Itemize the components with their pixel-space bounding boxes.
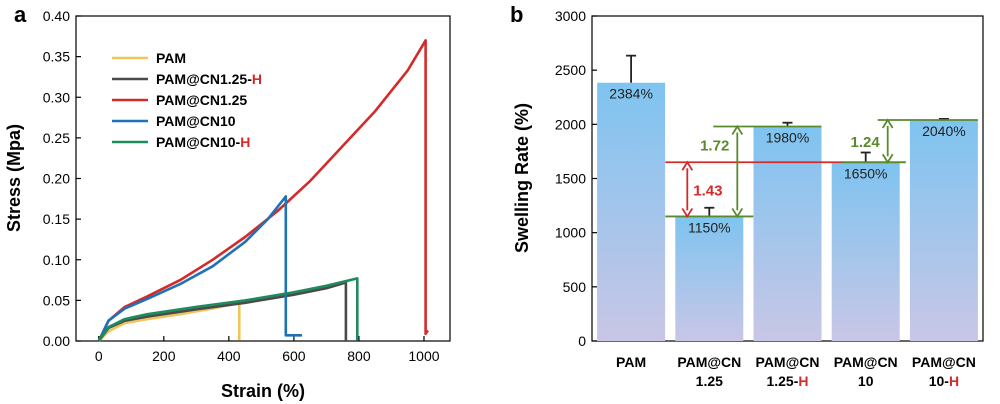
panel-a-x-axis-title: Strain (%) — [221, 381, 305, 401]
panel-b-y-tick-label: 0 — [578, 333, 586, 349]
panel-a-x-tick-label: 1000 — [408, 348, 439, 364]
bar-4 — [910, 120, 978, 341]
bar-value-label-1: 1150% — [688, 219, 731, 235]
category-label-3: PAM@CN — [834, 354, 898, 370]
diff-label-2: 1.24 — [850, 134, 880, 151]
panel-b-y-tick-label: 500 — [563, 279, 587, 295]
panel-a-y-tick-label: 0.10 — [43, 252, 70, 268]
legend-entry-3: PAM@CN10 — [156, 113, 236, 129]
panel-a-x-tick-label: 0 — [95, 348, 103, 364]
legend-entry-2: PAM@CN1.25 — [156, 92, 247, 108]
bar-value-label-4: 2040% — [922, 123, 966, 139]
panel-a-y-tick-label: 0.00 — [43, 333, 70, 349]
bar-2 — [754, 127, 822, 342]
panel-b-label: b — [510, 2, 523, 27]
panel-b-y-tick-label: 1000 — [555, 225, 586, 241]
panel-b-y-tick-label: 3000 — [555, 8, 586, 24]
panel-a-series-line-2 — [99, 40, 428, 341]
category-label-4: PAM@CN — [912, 354, 976, 370]
bar-0 — [597, 83, 665, 341]
panel-a-x-tick-label: 600 — [282, 348, 306, 364]
panel-a-y-tick-label: 0.05 — [43, 292, 70, 308]
panel-a-label: a — [14, 2, 27, 27]
panel-a-series-line-4 — [99, 278, 358, 341]
panel-a-y-tick-label: 0.15 — [43, 211, 70, 227]
category-sublabel-4: 10-H — [929, 373, 959, 389]
panel-b-y-tick-label: 2000 — [555, 116, 586, 132]
panel-a-x-tick-label: 200 — [152, 348, 176, 364]
category-sublabel-3: 10 — [858, 373, 874, 389]
bar-value-label-3: 1650% — [844, 165, 888, 181]
panel-a-stress-strain-chart: a 0.00 0.05 0.10 0.15 0.20 0.25 0.30 0.35 0.40 0… — [4, 2, 450, 401]
category-sublabel-2: 1.25-H — [766, 373, 808, 389]
category-label-1: PAM@CN — [677, 354, 741, 370]
diff-label-0: 1.43 — [693, 182, 722, 199]
legend-entry-4: PAM@CN10-H — [156, 134, 250, 150]
panel-a-y-tick-label: 0.20 — [43, 171, 70, 187]
bar-value-label-2: 1980% — [766, 130, 810, 146]
legend-entry-0: PAM — [156, 50, 186, 66]
bar-value-label-0: 2384% — [609, 86, 653, 102]
category-sublabel-1: 1.25 — [696, 373, 723, 389]
panel-a-y-tick-label: 0.40 — [43, 8, 70, 24]
diff-label-1: 1.72 — [700, 137, 729, 154]
panel-a-series-line-1 — [99, 283, 346, 342]
panel-a-x-tick-label: 400 — [217, 348, 241, 364]
category-label-2: PAM@CN — [756, 354, 820, 370]
bar-3 — [832, 162, 900, 341]
panel-b-swelling-rate-chart: b 0 500 1000 1500 2000 2500 3000 2384% 1150% 198… — [510, 2, 983, 389]
category-label-0: PAM — [616, 354, 646, 370]
panel-a-y-tick-label: 0.35 — [43, 49, 70, 65]
legend-entry-1: PAM@CN1.25-H — [156, 71, 262, 87]
panel-a-plot-frame — [76, 16, 450, 341]
panel-b-y-tick-label: 2500 — [555, 62, 586, 78]
panel-a-y-tick-label: 0.25 — [43, 130, 70, 146]
panel-a-y-tick-label: 0.30 — [43, 89, 70, 105]
panel-a-x-tick-label: 800 — [347, 348, 371, 364]
panel-b-y-axis-title: Swelling Rate (%) — [512, 103, 532, 253]
panel-a-y-axis-title: Stress (Mpa) — [4, 124, 24, 232]
panel-b-y-tick-label: 1500 — [555, 171, 586, 187]
